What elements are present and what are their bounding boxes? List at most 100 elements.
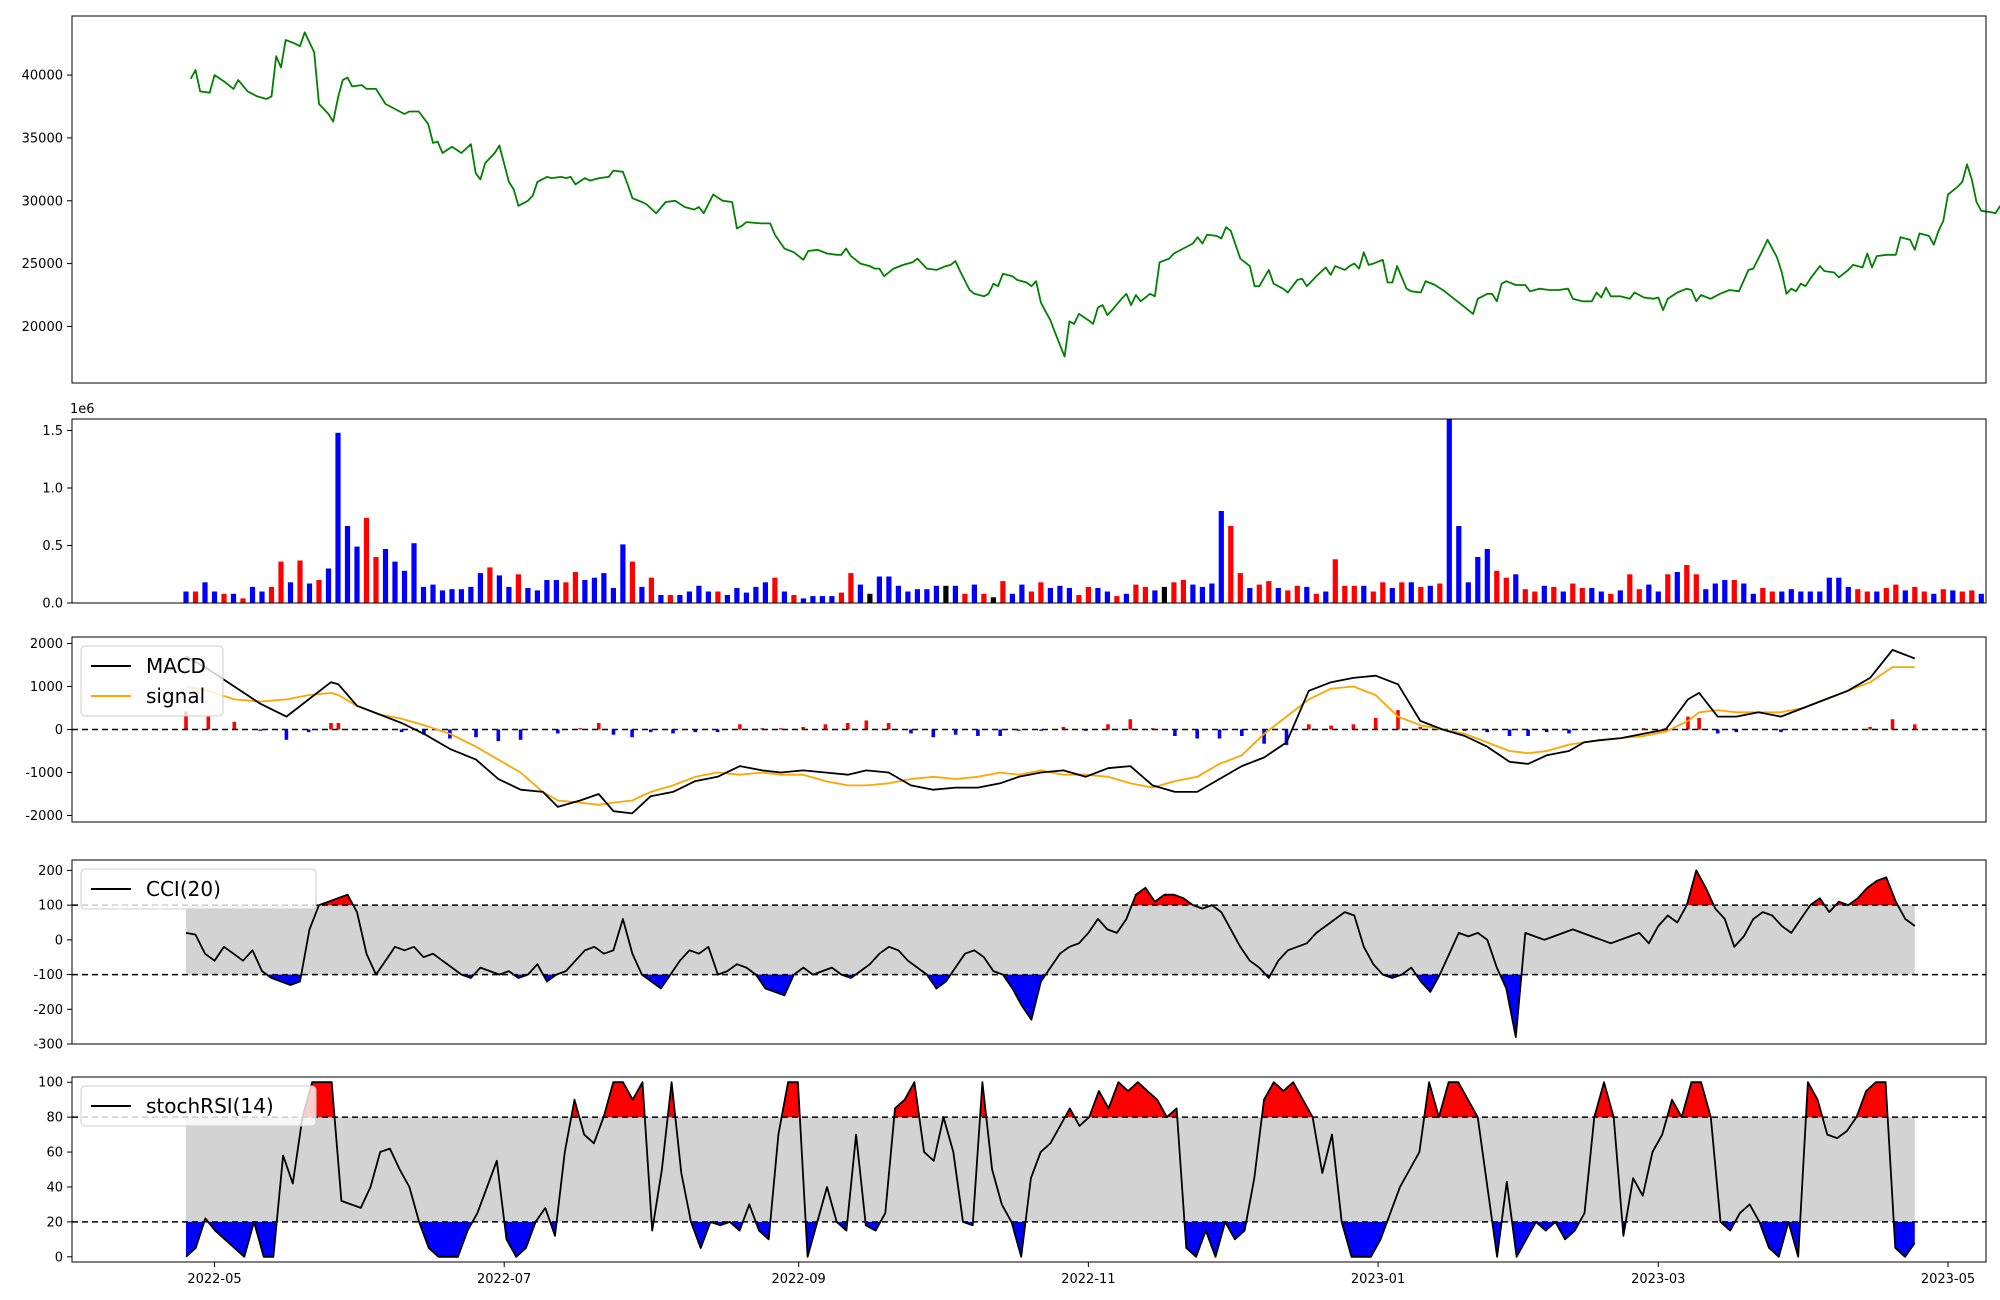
stochrsi-overbought-fill <box>603 1082 645 1118</box>
macd-histogram-bar <box>306 729 311 733</box>
volume-bar <box>477 573 483 603</box>
macd-histogram-bar <box>1106 724 1110 730</box>
volume-bar <box>914 589 920 603</box>
stochrsi-neutral-band <box>185 1117 1915 1222</box>
stochrsi-overbought-fill <box>1594 1082 1614 1118</box>
volume-bar <box>1608 593 1614 603</box>
volume-bar <box>1950 590 1956 603</box>
volume-bar <box>1047 588 1053 603</box>
volume-bar <box>1380 582 1386 603</box>
volume-bar <box>354 546 360 603</box>
volume-bar <box>696 585 702 604</box>
volume-bar <box>686 591 692 603</box>
cci-overbought-fill <box>1835 877 1898 906</box>
volume-bar <box>1883 588 1889 603</box>
volume-bar <box>1627 574 1633 604</box>
volume-bar <box>335 432 341 603</box>
stochrsi-line <box>185 1081 1916 1258</box>
volume-bar <box>1560 591 1566 603</box>
volume-bar <box>952 585 958 604</box>
macd-histogram-bar <box>1526 729 1530 736</box>
volume-bar <box>857 584 863 603</box>
volume-bar <box>933 585 939 604</box>
macd-histogram-bar <box>1697 717 1701 730</box>
volume-bar <box>1304 586 1310 603</box>
stochrsi-oversold-fill <box>1184 1221 1247 1257</box>
stochrsi-overbought-fill <box>1856 1082 1888 1118</box>
macd-histogram-bar <box>232 721 237 730</box>
volume-bar <box>1218 511 1224 603</box>
volume-bar <box>1237 573 1243 603</box>
volume-bar <box>1760 588 1766 603</box>
volume-bar <box>221 593 227 603</box>
volume-bar <box>1009 593 1015 603</box>
volume-bar <box>610 588 616 603</box>
volume-bar <box>1171 582 1177 603</box>
stochrsi-oversold-fill <box>1893 1221 1915 1257</box>
volume-bar <box>1456 526 1462 603</box>
macd-legend-label: signal <box>146 684 205 708</box>
volume-bar <box>838 592 844 603</box>
price-line <box>189 31 2000 358</box>
volume-bar <box>981 593 987 603</box>
volume-bar <box>762 582 768 603</box>
macd-histogram-bar <box>976 729 980 736</box>
volume-bar <box>1959 591 1965 603</box>
macd-histogram-bar <box>1418 726 1423 730</box>
volume-bar <box>1427 585 1433 604</box>
stochrsi-oversold-fill <box>1341 1221 1388 1257</box>
macd-histogram-bar <box>556 729 560 734</box>
volume-bar <box>316 580 322 603</box>
stochrsi-overbought-fill <box>1261 1082 1313 1118</box>
cci-oversold-fill <box>1500 974 1522 1038</box>
stochrsi-overbought-fill <box>667 1082 676 1118</box>
macd-histogram-bar <box>693 729 698 733</box>
volume-bar <box>382 549 389 603</box>
volume-bar <box>1807 591 1813 603</box>
price-ytick-label: 30000 <box>22 194 63 209</box>
cci-line <box>185 869 1916 1038</box>
volume-bar <box>563 582 569 603</box>
macd-ytick-label: 2000 <box>30 637 63 652</box>
volume-bar <box>962 593 968 603</box>
volume-scale-label: 1e6 <box>70 402 95 417</box>
macd-histogram-bar <box>1240 729 1244 736</box>
macd-histogram-bar <box>1715 729 1720 734</box>
macd-histogram-bar <box>1307 724 1311 730</box>
volume-bar <box>629 561 635 603</box>
volume-bar <box>1199 586 1205 603</box>
macd-histogram-bar <box>1567 729 1571 734</box>
volume-bar <box>1228 526 1234 603</box>
stochrsi-overbought-fill <box>781 1082 800 1118</box>
macd-histogram-bar <box>1329 725 1333 730</box>
volume-bar <box>1256 584 1262 603</box>
volume-bar <box>1589 588 1595 603</box>
volume-bar <box>971 584 977 603</box>
macd-histogram-bar <box>864 720 869 730</box>
volume-bar <box>848 573 854 603</box>
stochrsi-overbought-fill <box>1424 1082 1478 1118</box>
volume-bar <box>943 585 949 604</box>
macd-histogram-bar <box>630 729 634 738</box>
stochrsi-ytick-label: 20 <box>46 1215 63 1230</box>
volume-bar <box>1646 584 1652 603</box>
macd-histogram-bar <box>1734 729 1739 733</box>
volume-bar <box>1617 590 1623 603</box>
cci-ytick-label: -200 <box>33 1003 63 1018</box>
volume-bar <box>1370 591 1376 603</box>
volume-bar <box>819 596 825 603</box>
volume-bar <box>1893 584 1899 603</box>
volume-bar <box>468 586 474 603</box>
volume-bar <box>1076 595 1082 603</box>
macd-histogram-bar <box>1686 716 1690 730</box>
volume-bar <box>734 588 740 603</box>
cci-oversold-fill <box>266 974 302 985</box>
stochrsi-legend-label: stochRSI(14) <box>146 1094 274 1118</box>
x-tick-label: 2023-03 <box>1631 1272 1685 1287</box>
macd-ytick-label: 1000 <box>30 680 63 695</box>
volume-bar <box>867 593 873 603</box>
macd-histogram-bar <box>206 716 211 730</box>
volume-bar <box>1826 577 1832 603</box>
macd-histogram-bar <box>1890 719 1895 730</box>
price-ytick-label: 20000 <box>22 320 63 335</box>
